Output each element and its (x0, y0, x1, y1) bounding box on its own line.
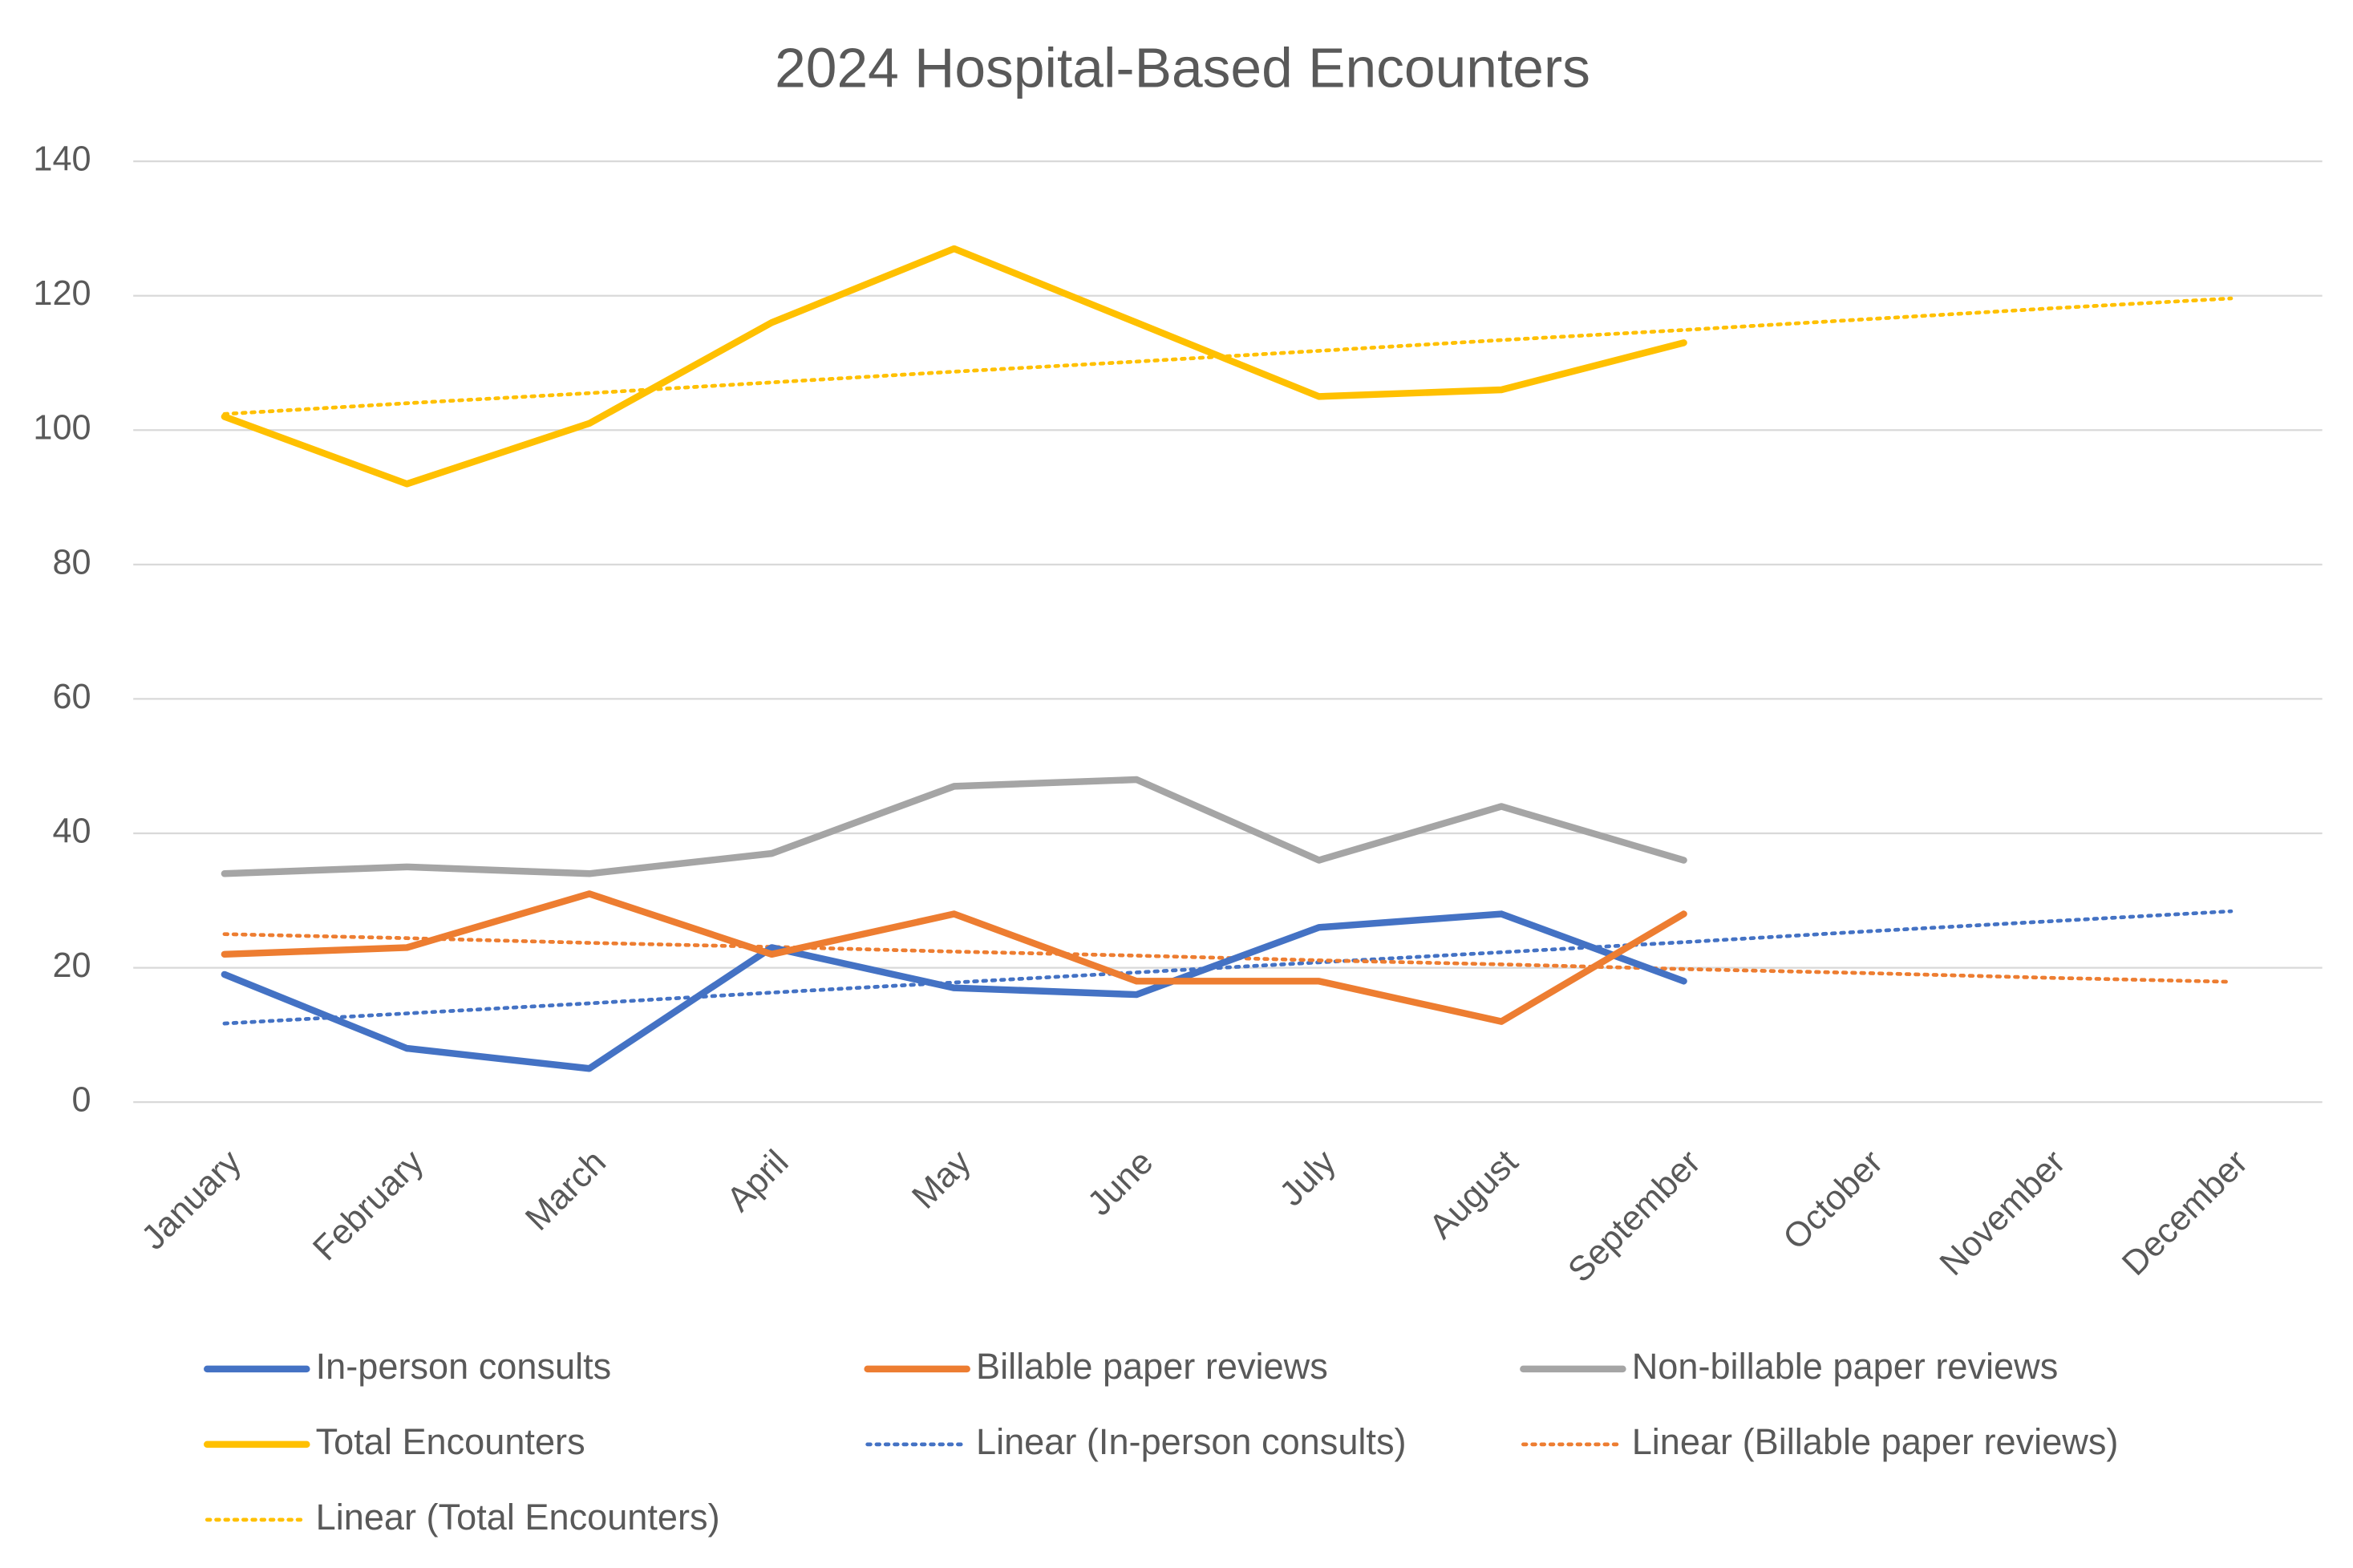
y-tick-label: 0 (71, 1081, 91, 1120)
legend-label: Total Encounters (316, 1421, 585, 1462)
legend-label: In-person consults (316, 1346, 612, 1387)
series-line (221, 890, 1687, 1025)
series-line (222, 909, 2234, 1026)
legend-label: Linear (Billable paper reviews) (1632, 1421, 2119, 1462)
legend-label: Non-billable paper reviews (1632, 1346, 2059, 1387)
series-line (221, 910, 1687, 1072)
y-tick-label: 40 (52, 812, 91, 850)
chart-title: 2024 Hospital-Based Encounters (775, 37, 1590, 99)
series-line (221, 245, 1687, 488)
y-tick-label: 60 (52, 678, 91, 716)
y-tick-label: 100 (33, 409, 91, 448)
series-line (221, 776, 1687, 877)
legend-label: Billable paper reviews (976, 1346, 1328, 1387)
y-tick-label: 120 (33, 274, 91, 313)
y-tick-label: 140 (33, 140, 91, 179)
legend-label: Linear (In-person consults) (976, 1421, 1407, 1462)
y-tick-label: 80 (52, 543, 91, 581)
legend-label: Linear (Total Encounters) (316, 1497, 720, 1538)
y-tick-label: 20 (52, 946, 91, 985)
